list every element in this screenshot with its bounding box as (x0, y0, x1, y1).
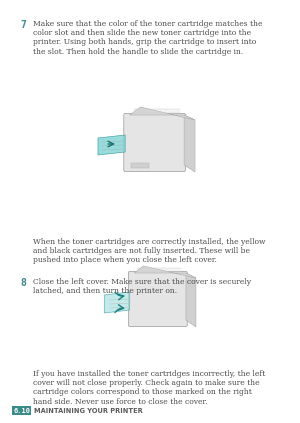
Polygon shape (186, 273, 196, 327)
Polygon shape (184, 115, 195, 172)
Text: If you have installed the toner cartridges incorrectly, the left
cover will not : If you have installed the toner cartridg… (33, 370, 265, 406)
Text: 8: 8 (20, 278, 26, 288)
Text: When the toner cartridges are correctly installed, the yellow
and black cartridg: When the toner cartridges are correctly … (33, 238, 265, 264)
Polygon shape (134, 266, 196, 278)
Polygon shape (130, 107, 195, 120)
Polygon shape (104, 292, 130, 313)
Polygon shape (98, 135, 125, 155)
Text: MAINTAINING YOUR PRINTER: MAINTAINING YOUR PRINTER (34, 407, 143, 414)
FancyBboxPatch shape (12, 406, 31, 415)
Text: 7: 7 (20, 20, 26, 30)
Text: Close the left cover. Make sure that the cover is securely
latched, and then tur: Close the left cover. Make sure that the… (33, 278, 251, 295)
Bar (131, 162, 149, 168)
FancyBboxPatch shape (128, 272, 187, 327)
FancyBboxPatch shape (124, 113, 185, 171)
Text: Make sure that the color of the toner cartridge matches the
color slot and then : Make sure that the color of the toner ca… (33, 20, 262, 55)
Text: 6.10: 6.10 (13, 407, 30, 414)
